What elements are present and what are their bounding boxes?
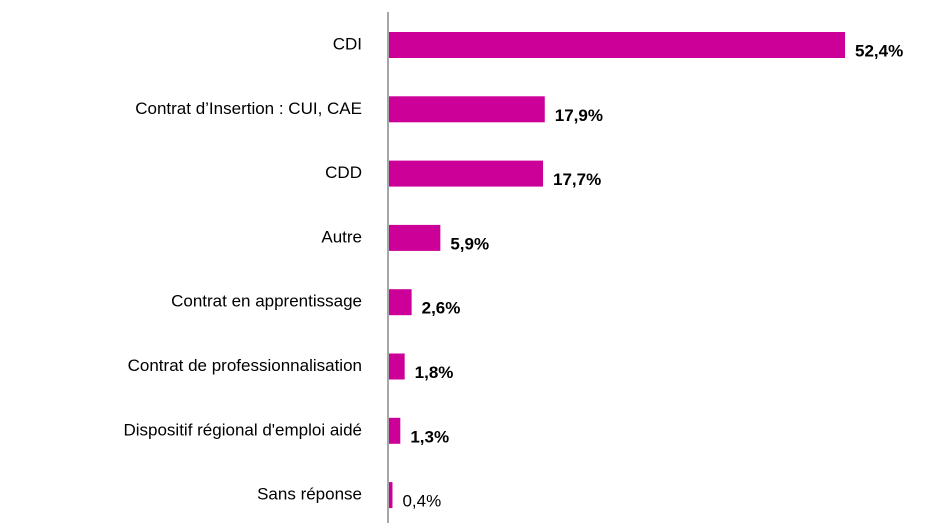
value-label: 1,3% [410, 427, 449, 446]
category-label: Contrat en apprentissage [171, 292, 362, 311]
value-label: 1,8% [415, 363, 454, 382]
category-label: CDI [333, 34, 362, 53]
value-label: 17,9% [555, 106, 603, 125]
category-label: Autre [321, 227, 362, 246]
bar [389, 224, 441, 251]
category-label: CDD [325, 163, 362, 182]
category-label: Contrat de professionnalisation [128, 356, 362, 375]
bar [389, 32, 845, 58]
value-label: 17,7% [553, 170, 601, 189]
bar [389, 160, 544, 187]
bar [389, 96, 545, 123]
bar [389, 289, 412, 316]
category-label: Sans réponse [257, 485, 362, 504]
bar [389, 417, 401, 444]
category-label: Dispositif régional d'emploi aidé [123, 420, 362, 439]
value-label: 2,6% [422, 299, 461, 318]
value-label: 0,4% [402, 492, 441, 511]
bar [389, 482, 393, 509]
value-label: 52,4% [855, 41, 903, 60]
bar [389, 353, 405, 380]
category-label: Contrat d’Insertion : CUI, CAE [135, 99, 362, 118]
value-label: 5,9% [450, 234, 489, 253]
